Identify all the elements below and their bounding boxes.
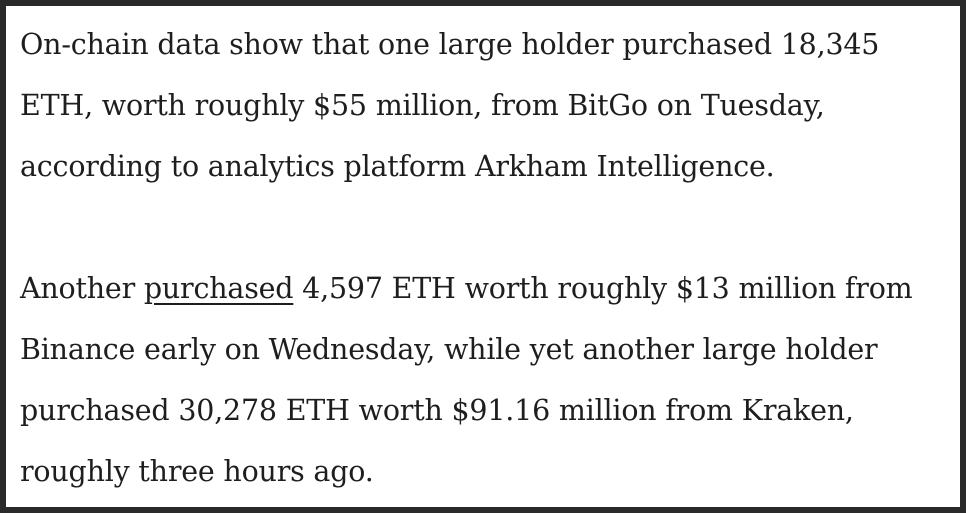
paragraph-binance-kraken-purchases: Another purchased 4,597 ETH worth roughl… — [20, 258, 950, 502]
article-frame: On-chain data show that one large holder… — [6, 6, 960, 507]
purchased-link[interactable]: purchased — [143, 272, 294, 305]
paragraph-text-after-link: 4,597 ETH worth roughly $13 million from… — [20, 272, 913, 488]
paragraph-text-before-link: Another — [20, 272, 144, 305]
paragraph-bitgo-purchase: On-chain data show that one large holder… — [20, 28, 880, 183]
article-body: On-chain data show that one large holder… — [20, 14, 950, 502]
